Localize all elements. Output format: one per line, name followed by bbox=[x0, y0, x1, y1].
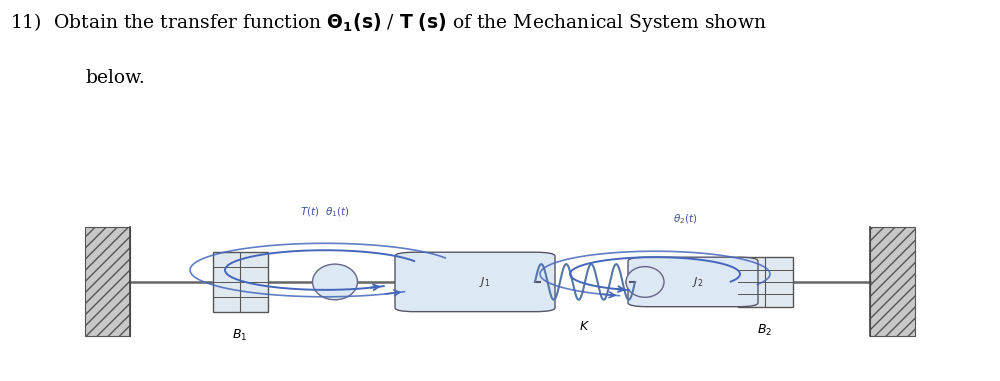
Bar bbox=[870, 227, 915, 336]
Text: $T(t)\ \ \theta_1(t)$: $T(t)\ \ \theta_1(t)$ bbox=[300, 205, 350, 219]
FancyBboxPatch shape bbox=[628, 257, 758, 307]
FancyBboxPatch shape bbox=[395, 252, 555, 312]
Text: 11)  Obtain the transfer function $\mathbf{\Theta_1(s)}$ / $\mathbf{T}$ $\mathbf: 11) Obtain the transfer function $\mathb… bbox=[10, 11, 767, 34]
Bar bbox=[212, 252, 268, 312]
Ellipse shape bbox=[626, 267, 664, 297]
Bar bbox=[738, 257, 792, 307]
Text: $B_1$: $B_1$ bbox=[232, 328, 248, 343]
Ellipse shape bbox=[312, 264, 358, 300]
Text: $J_1$: $J_1$ bbox=[479, 275, 491, 289]
Text: $J_2$: $J_2$ bbox=[692, 275, 704, 289]
Text: $K$: $K$ bbox=[579, 320, 591, 333]
Bar bbox=[85, 227, 130, 336]
Text: $\theta_2(t)$: $\theta_2(t)$ bbox=[673, 213, 697, 226]
Text: $B_2$: $B_2$ bbox=[757, 323, 773, 338]
Text: below.: below. bbox=[85, 69, 145, 86]
